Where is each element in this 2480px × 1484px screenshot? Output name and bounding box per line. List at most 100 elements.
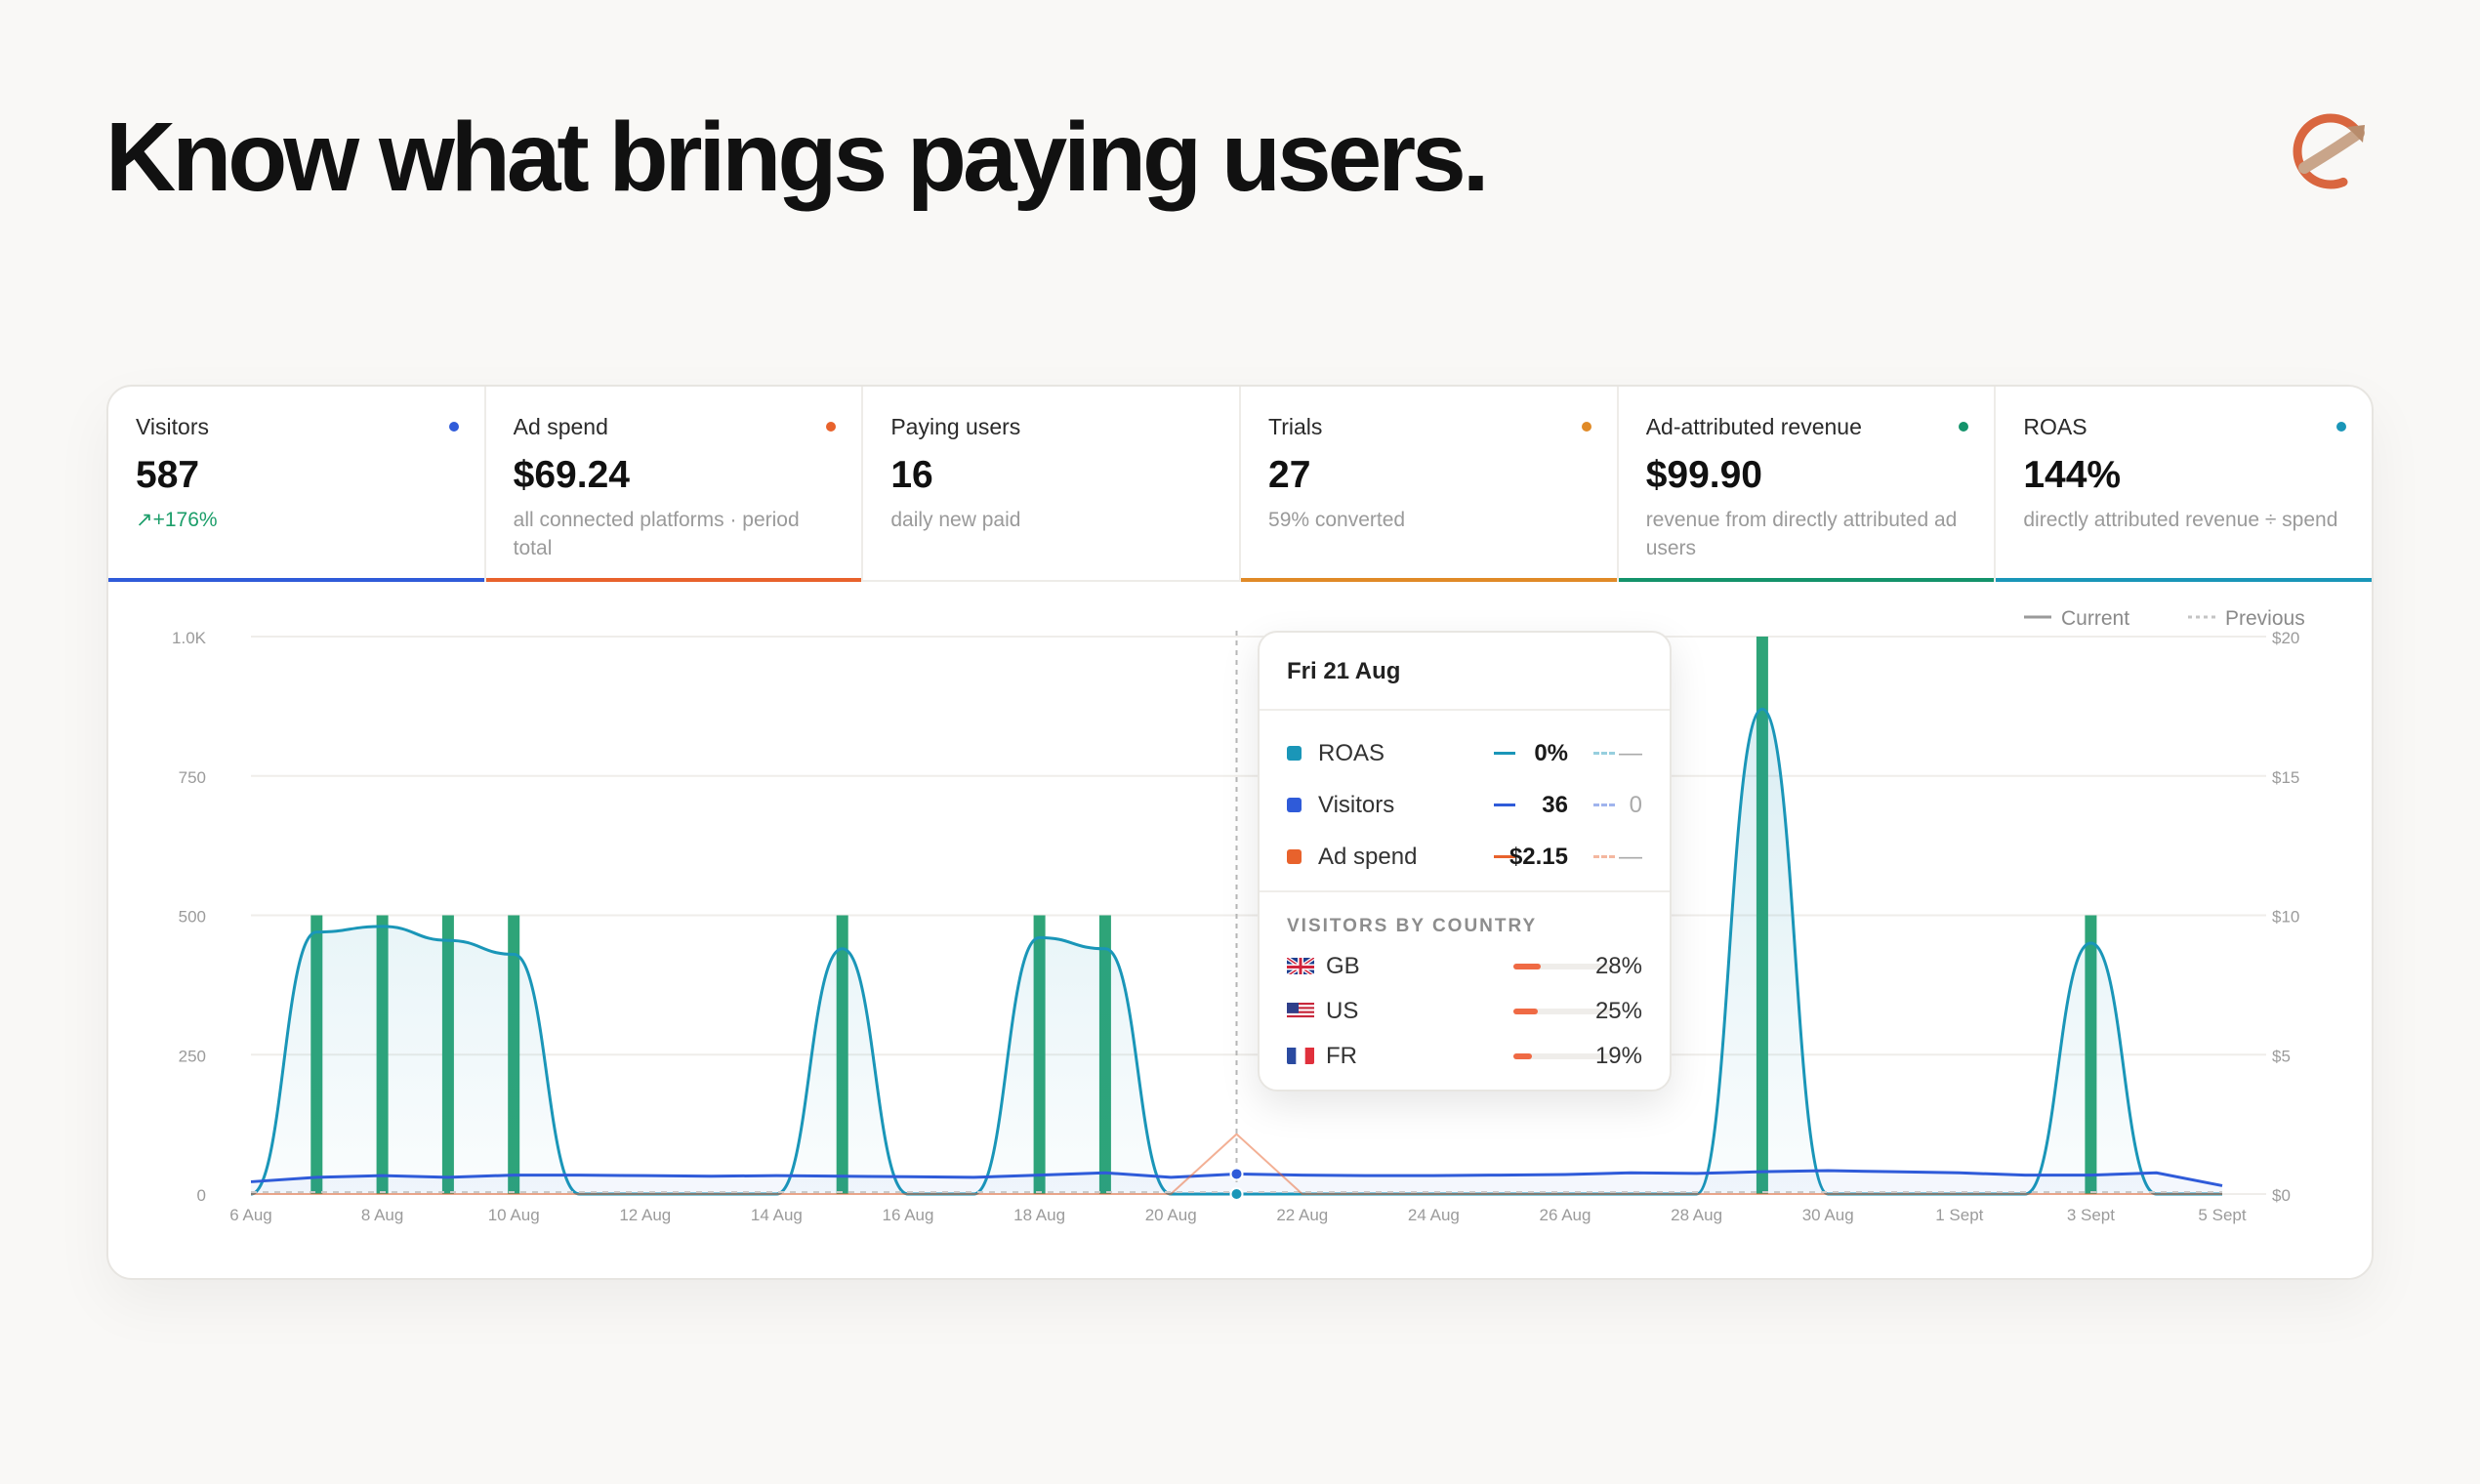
metric-visitors[interactable]: Visitors 587 ↗+176%	[108, 387, 486, 582]
y-tick-label: 500	[179, 908, 206, 927]
metric-description: 59% converted	[1268, 509, 1406, 531]
tooltip-series-name: Visitors	[1318, 792, 1395, 818]
series-dot-icon	[448, 422, 459, 432]
tooltip-country-fr: FR 19%	[1287, 1041, 1642, 1070]
current-line-icon	[1494, 752, 1515, 755]
x-tick-label: 12 Aug	[619, 1206, 671, 1224]
country-share-value: 28%	[1594, 953, 1642, 979]
page-headline: Know what brings paying users.	[105, 103, 1490, 212]
metric-label: Visitors	[136, 414, 209, 439]
y-tick-label: 250	[179, 1047, 206, 1065]
country-share-bar	[1513, 964, 1541, 969]
tooltip-country-gb: GB 28%	[1287, 951, 1642, 980]
series-dot-icon	[2336, 422, 2347, 432]
metric-value: 144%	[2023, 454, 2122, 496]
metric-description: daily new paid	[890, 509, 1021, 531]
metric-description: revenue from directly attributed ad user…	[1645, 509, 1958, 559]
metric-label: Ad spend	[513, 414, 608, 439]
tooltip-previous-value: —	[1619, 740, 1642, 766]
tooltip-previous-value: —	[1619, 844, 1642, 870]
metric-ad-revenue[interactable]: Ad-attributed revenue $99.90 revenue fro…	[1618, 387, 1997, 582]
series-dot-icon	[1581, 422, 1591, 432]
y-right-tick-label: $5	[2272, 1047, 2291, 1065]
country-share-track	[1513, 1053, 1611, 1059]
y-tick-label: 750	[179, 768, 206, 787]
tooltip-series-name: Ad spend	[1318, 844, 1418, 870]
current-line-icon	[1494, 855, 1515, 858]
y-right-tick-label: $0	[2272, 1186, 2291, 1205]
tooltip-country-us: US 25%	[1287, 996, 1642, 1025]
metric-description: all connected platforms · period total	[513, 509, 800, 559]
y-right-tick-label: $10	[2272, 908, 2299, 927]
dashboard-card: Visitors 587 ↗+176% Ad spend $69.24 all …	[106, 385, 2374, 1280]
tooltip-divider	[1260, 709, 1670, 711]
previous-line-icon	[1593, 804, 1615, 806]
time-series-chart[interactable]: 0 $0 250 $5 500 $10 750 $15 1.0K $20 6 Aug 8 Aug 10 …	[108, 387, 2372, 1278]
y-tick-label: 0	[197, 1186, 206, 1205]
metric-value: 27	[1268, 454, 1311, 496]
tooltip-row-roas: ROAS 0% —	[1287, 738, 1642, 767]
tooltip-row-visitors: Visitors 36 0	[1287, 790, 1642, 819]
x-tick-label: 10 Aug	[488, 1206, 540, 1224]
tooltip-divider	[1260, 890, 1670, 892]
tooltip-date: Fri 21 Aug	[1287, 658, 1401, 684]
country-share-track	[1513, 1009, 1611, 1014]
x-tick-label: 18 Aug	[1013, 1206, 1065, 1224]
tooltip-section-title: VISITORS BY COUNTRY	[1287, 916, 1538, 936]
metric-value: 587	[136, 454, 200, 496]
tooltip-current-value: 36	[1542, 792, 1568, 818]
series-swatch-icon	[1287, 746, 1302, 761]
metric-trials[interactable]: Trials 27 59% converted	[1241, 387, 1619, 582]
country-share-bar	[1513, 1009, 1538, 1014]
metric-label: Paying users	[890, 414, 1021, 439]
roas-area	[251, 709, 2222, 1194]
x-tick-label: 6 Aug	[229, 1206, 272, 1224]
country-code: FR	[1326, 1043, 1357, 1069]
x-tick-label: 28 Aug	[1671, 1206, 1722, 1224]
metric-roas[interactable]: ROAS 144% directly attributed revenue ÷ …	[1996, 387, 2372, 582]
series-dot-icon	[1959, 422, 1969, 432]
x-tick-label: 14 Aug	[751, 1206, 803, 1224]
y-right-tick-label: $20	[2272, 629, 2299, 647]
tooltip-row-ad-spend: Ad spend $2.15 —	[1287, 842, 1642, 871]
metric-paying-users[interactable]: Paying users 16 daily new paid	[863, 387, 1242, 580]
metric-ad-spend[interactable]: Ad spend $69.24 all connected platforms …	[485, 387, 864, 582]
metric-underline	[1996, 578, 2372, 582]
metric-label: Ad-attributed revenue	[1645, 414, 1862, 439]
x-tick-label: 20 Aug	[1145, 1206, 1197, 1224]
metric-value: 16	[890, 454, 933, 496]
y-right-tick-label: $15	[2272, 768, 2299, 787]
tooltip-previous-value: 0	[1629, 792, 1642, 818]
flag-fr-icon	[1287, 1046, 1314, 1064]
metric-underline	[108, 578, 484, 582]
metric-underline	[485, 578, 862, 582]
x-tick-label: 30 Aug	[1802, 1206, 1854, 1224]
tooltip-series-name: ROAS	[1318, 740, 1385, 766]
country-share-value: 19%	[1594, 1043, 1642, 1069]
country-share-value: 25%	[1594, 998, 1642, 1024]
metric-value: $69.24	[513, 454, 630, 496]
metric-change: ↗+176%	[136, 509, 218, 531]
x-tick-label: 5 Sept	[2198, 1206, 2246, 1224]
previous-line-icon	[1593, 855, 1615, 858]
metric-label: ROAS	[2023, 414, 2087, 439]
legend-previous-label: Previous	[2225, 607, 2305, 630]
x-tick-label: 16 Aug	[883, 1206, 934, 1224]
metric-value: $99.90	[1645, 454, 1762, 496]
flag-gb-icon	[1287, 956, 1314, 974]
metric-underline	[1241, 578, 1617, 582]
metric-underline	[1618, 578, 1995, 582]
series-swatch-icon	[1287, 849, 1302, 864]
country-code: GB	[1326, 953, 1360, 979]
ad-spend-line	[251, 1133, 2222, 1195]
series-dot-icon	[826, 422, 837, 432]
tooltip-current-value: $2.15	[1509, 844, 1568, 870]
chart-tooltip: Fri 21 Aug ROAS 0% — Visitors 36 0 Ad sp…	[1258, 631, 1672, 1092]
x-tick-label: 3 Sept	[2067, 1206, 2115, 1224]
metric-label: Trials	[1268, 414, 1323, 439]
series-swatch-icon	[1287, 798, 1302, 812]
country-share-track	[1513, 964, 1611, 969]
tooltip-current-value: 0%	[1534, 740, 1568, 766]
metric-description: directly attributed revenue ÷ spend	[2023, 509, 2338, 531]
country-share-bar	[1513, 1053, 1532, 1059]
